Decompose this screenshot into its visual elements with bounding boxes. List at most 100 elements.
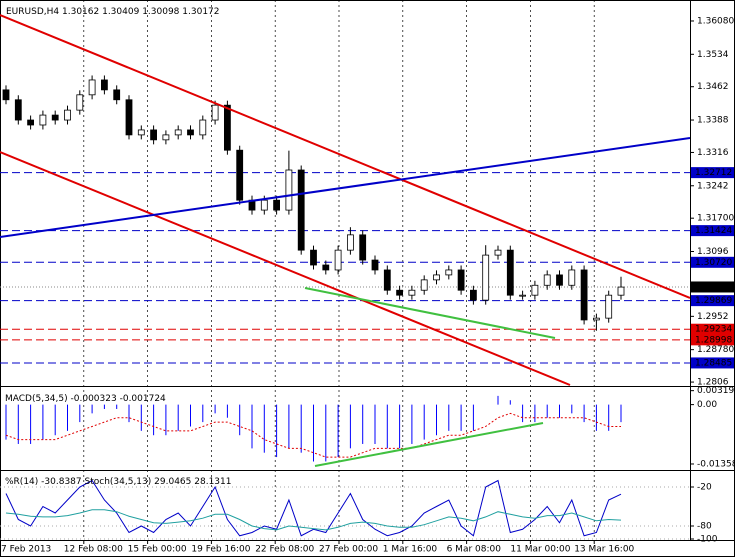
candle-body (469, 289, 477, 301)
current-price-bg (691, 281, 734, 293)
candle-body (162, 134, 170, 141)
candle-body (260, 199, 268, 211)
y-tick-label: 0.00 (697, 400, 717, 410)
candle-body (617, 286, 625, 296)
channel-lower (0, 151, 571, 386)
candle-body (273, 199, 281, 211)
x-tick-label: 15 Feb 00:00 (128, 545, 187, 555)
y-tick-label: 1.3242 (697, 181, 729, 191)
candle-body (101, 79, 108, 91)
x-tick-label: 19 Feb 16:00 (191, 545, 250, 555)
macd-header: MACD(5,34,5) -0.000323 -0.001724 (5, 394, 166, 404)
level-label-bg (691, 225, 734, 237)
candle-body (199, 119, 207, 136)
level-label: 1.28485 (695, 358, 732, 368)
y-tick-label: -100 (697, 535, 718, 545)
y-tick-label: 0.003191 (697, 386, 735, 396)
level-label: 1.30720 (695, 258, 732, 268)
indicator-name: MACD(5,34,5) (5, 394, 68, 404)
stoch-main: 29.0465 (154, 477, 191, 487)
candle-body (310, 249, 317, 266)
wpr-value: -30.8387 (41, 477, 81, 487)
candle-body (187, 129, 194, 136)
level-label-bg (691, 323, 734, 335)
candle-body (383, 269, 391, 291)
candle-body (568, 269, 576, 286)
divergence-line (304, 287, 556, 339)
y-tick-label: -80 (697, 522, 712, 532)
x-tick-label: 12 Feb 08:00 (64, 545, 123, 555)
indicator-name: Stoch(34,5,13) (85, 477, 152, 487)
y-tick-label: 1.3388 (697, 116, 729, 126)
candle-body (408, 289, 416, 296)
candle-body (396, 289, 404, 296)
x-tick-label: 7 Feb 2013 (1, 545, 51, 555)
oscillator-line (5, 509, 622, 531)
candle-body (174, 129, 182, 136)
osc-header: %R(14) -30.8387 Stoch(34,5,13) 29.0465 2… (5, 477, 231, 487)
channel-upper (0, 14, 690, 299)
candle-body (76, 94, 84, 111)
x-tick-label: 6 Mar 08:00 (447, 545, 502, 555)
level-label: 1.32712 (695, 168, 732, 178)
divergence-line (314, 422, 544, 467)
level-label: 1.29869 (695, 296, 732, 306)
macd-value: -0.000323 (71, 394, 117, 404)
y-tick-label: -20 (697, 483, 712, 493)
y-tick-label: 1.31700 (697, 214, 734, 224)
candle-body (543, 274, 551, 286)
y-tick-label: 1.2952 (697, 312, 729, 322)
candle-body (2, 89, 10, 101)
y-tick-label: 1.3462 (697, 82, 729, 92)
candle-body (64, 109, 71, 121)
chart-header: EURUSD,H4 1.30162 1.30409 1.30098 1.3017… (6, 7, 220, 17)
level-label-bg (691, 334, 734, 346)
x-tick-label: 11 Mar 00:00 (510, 545, 570, 555)
x-tick-label: 1 Mar 16:00 (383, 545, 438, 555)
symbol: EURUSD,H4 (6, 7, 59, 17)
candle-body (580, 269, 588, 321)
level-label: 1.28998 (695, 335, 732, 345)
candle-body (531, 284, 539, 296)
candle-body (211, 104, 219, 121)
open: 1.30162 (62, 7, 99, 17)
candle-body (346, 234, 354, 251)
candle-body (494, 249, 502, 256)
candle-body (223, 104, 231, 151)
x-tick-label: 13 Mar 16:00 (574, 545, 634, 555)
y-tick-label: 1.28780 (697, 345, 734, 355)
candle-body (445, 269, 453, 276)
candle-body (113, 89, 121, 101)
y-tick-label: 1.36080 (697, 16, 734, 26)
y-tick-label: 1.3316 (697, 148, 729, 158)
candle-body (150, 129, 158, 141)
level-label-bg (691, 357, 734, 369)
candle-body (27, 119, 35, 126)
candle-body (137, 129, 145, 136)
candle-body (359, 234, 367, 261)
candle-body (593, 317, 600, 321)
candle-body (433, 274, 440, 281)
oscillator-line (5, 479, 622, 537)
level-label: 1.31424 (695, 226, 732, 236)
current-price-label: 1.30172 (695, 282, 732, 292)
stoch-signal: 28.1311 (194, 477, 231, 487)
candle-body (125, 99, 133, 136)
level-label-bg (691, 295, 734, 307)
candle-body (14, 99, 22, 121)
candle-body (457, 269, 465, 291)
candle-body (506, 249, 514, 296)
high: 1.30409 (102, 7, 139, 17)
candle-body (605, 294, 613, 319)
candle-body (334, 249, 342, 271)
y-tick-label: 1.3534 (697, 50, 729, 60)
candle-body (519, 294, 526, 297)
signal-value: -0.001724 (120, 394, 166, 404)
level-label-bg (691, 256, 734, 268)
level-label-bg (691, 167, 734, 179)
macd-drawings (314, 422, 544, 467)
x-tick-label: 22 Feb 08:00 (255, 545, 314, 555)
trend-line (0, 137, 690, 238)
